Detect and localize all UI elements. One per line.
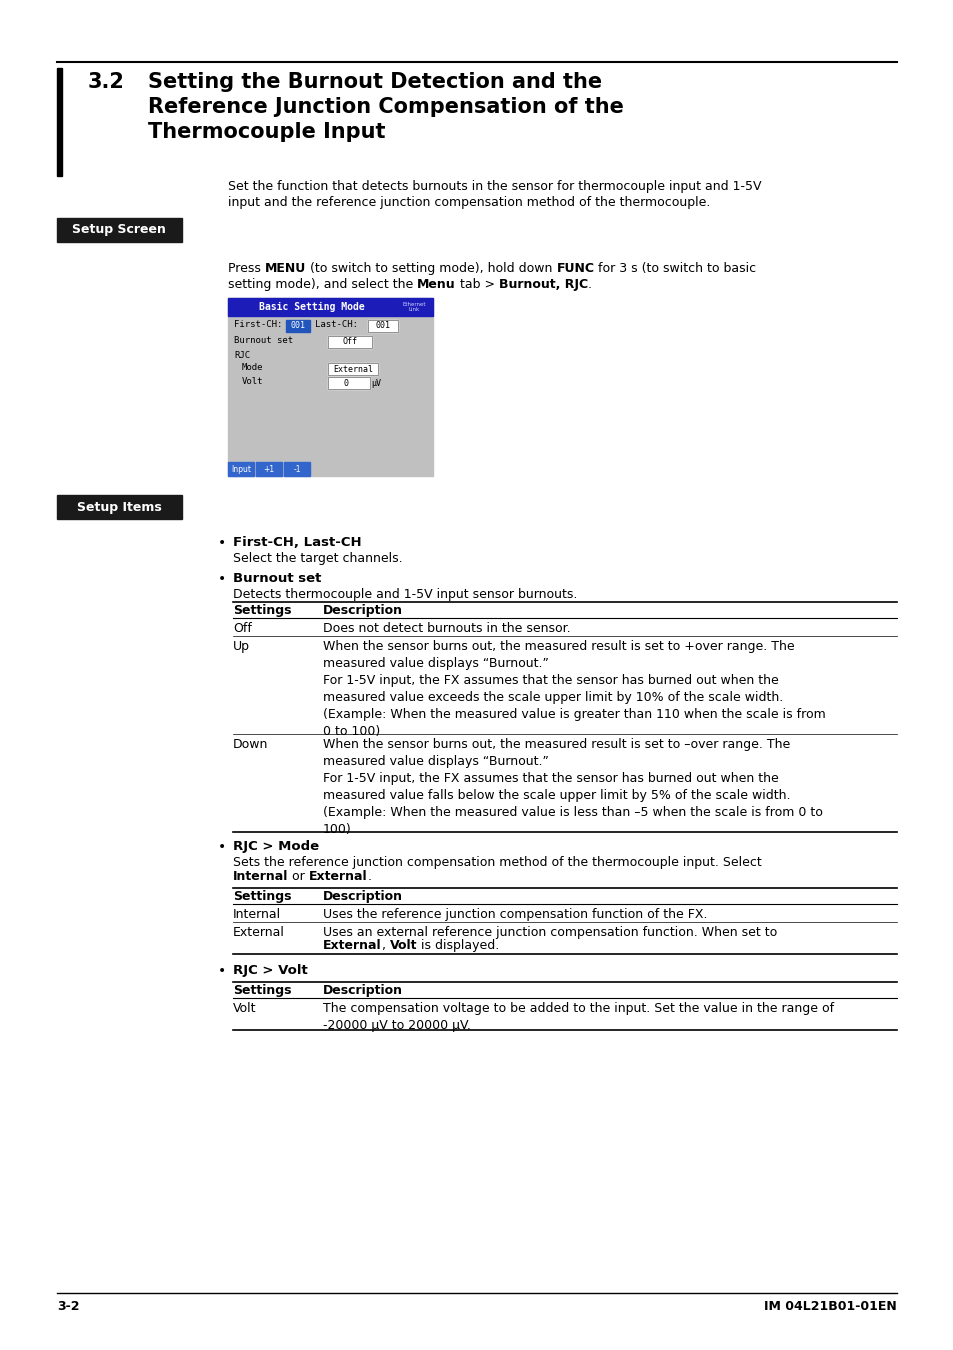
Text: Settings: Settings (233, 603, 292, 617)
Text: -1: -1 (293, 464, 300, 474)
Text: Internal: Internal (233, 909, 281, 921)
Text: 3.2: 3.2 (88, 72, 125, 92)
Text: 3-2: 3-2 (57, 1300, 79, 1314)
Text: RJC > Mode: RJC > Mode (233, 840, 319, 853)
Text: Description: Description (323, 603, 402, 617)
Text: Reference Junction Compensation of the: Reference Junction Compensation of the (148, 97, 623, 117)
Bar (328, 336, 372, 348)
Text: Setup Screen: Setup Screen (72, 224, 166, 236)
Text: When the sensor burns out, the measured result is set to –over range. The
measur: When the sensor burns out, the measured … (323, 738, 822, 836)
Text: RJC: RJC (233, 351, 250, 360)
Text: Description: Description (323, 984, 402, 998)
Text: First-CH, Last-CH: First-CH, Last-CH (233, 536, 361, 549)
Text: Sets the reference junction compensation method of the thermocouple input. Selec: Sets the reference junction compensation… (233, 856, 760, 869)
Text: •: • (218, 572, 226, 586)
Bar (57, 68, 62, 176)
Text: External: External (323, 940, 381, 952)
Text: Mode: Mode (242, 363, 263, 373)
Bar (328, 363, 377, 375)
Bar (328, 336, 372, 348)
Text: Uses an external reference junction compensation function. When set to: Uses an external reference junction comp… (323, 926, 777, 940)
Text: Off: Off (233, 622, 252, 634)
Bar (368, 320, 397, 332)
Text: +1: +1 (263, 464, 274, 474)
Text: .: . (587, 278, 592, 292)
Bar (57, 495, 182, 518)
Bar (328, 377, 370, 389)
Text: μV: μV (371, 378, 380, 387)
Text: setting mode), and select the: setting mode), and select the (228, 278, 416, 292)
Bar (228, 298, 433, 477)
Bar (328, 363, 377, 375)
Text: tab >: tab > (456, 278, 498, 292)
Text: Up: Up (233, 640, 250, 653)
Bar (57, 217, 182, 242)
Text: Volt: Volt (233, 1002, 256, 1015)
Text: 001: 001 (291, 321, 305, 331)
Text: Settings: Settings (233, 890, 292, 903)
Bar (368, 320, 397, 332)
Text: External: External (233, 926, 285, 940)
Bar (328, 377, 370, 389)
Text: Input: Input (231, 464, 251, 474)
Text: Last-CH:: Last-CH: (314, 320, 357, 329)
Text: MENU: MENU (265, 262, 306, 275)
Text: Detects thermocouple and 1-5V input sensor burnouts.: Detects thermocouple and 1-5V input sens… (233, 589, 577, 601)
Text: 0: 0 (343, 378, 348, 387)
Text: Uses the reference junction compensation function of the FX.: Uses the reference junction compensation… (323, 909, 707, 921)
Text: Description: Description (323, 890, 402, 903)
Text: Setup Items: Setup Items (76, 501, 161, 513)
Text: Set the function that detects burnouts in the sensor for thermocouple input and : Set the function that detects burnouts i… (228, 180, 760, 193)
Bar (228, 462, 253, 477)
Text: Ethernet
Link: Ethernet Link (402, 301, 425, 312)
Text: Off: Off (342, 338, 357, 347)
Text: External: External (309, 869, 367, 883)
Text: Press: Press (228, 262, 265, 275)
Text: Internal: Internal (233, 869, 288, 883)
Text: FUNC: FUNC (556, 262, 594, 275)
Bar (255, 462, 282, 477)
Bar (395, 298, 433, 316)
Text: ,: , (381, 940, 389, 952)
Text: (to switch to setting mode), hold down: (to switch to setting mode), hold down (306, 262, 556, 275)
Text: Thermocouple Input: Thermocouple Input (148, 122, 385, 142)
Text: input and the reference junction compensation method of the thermocouple.: input and the reference junction compens… (228, 196, 710, 209)
Text: Down: Down (233, 738, 268, 751)
Text: Settings: Settings (233, 984, 292, 998)
Text: 001: 001 (375, 321, 390, 331)
Text: Volt: Volt (242, 377, 263, 386)
Text: .: . (367, 869, 372, 883)
Text: •: • (218, 964, 226, 977)
Text: Burnout, RJC: Burnout, RJC (498, 278, 587, 292)
Text: Setting the Burnout Detection and the: Setting the Burnout Detection and the (148, 72, 601, 92)
Text: •: • (218, 840, 226, 855)
Text: Burnout set: Burnout set (233, 336, 293, 346)
Text: Burnout set: Burnout set (233, 572, 321, 585)
Bar (284, 462, 310, 477)
Text: IM 04L21B01-01EN: IM 04L21B01-01EN (763, 1300, 896, 1314)
Text: •: • (218, 536, 226, 549)
Text: RJC > Volt: RJC > Volt (233, 964, 308, 977)
Text: First-CH:: First-CH: (233, 320, 282, 329)
Bar (286, 320, 310, 332)
Text: The compensation voltage to be added to the input. Set the value in the range of: The compensation voltage to be added to … (323, 1002, 833, 1031)
Text: or: or (288, 869, 309, 883)
Text: is displayed.: is displayed. (416, 940, 498, 952)
Bar (228, 298, 395, 316)
Text: External: External (333, 364, 373, 374)
Text: Menu: Menu (416, 278, 456, 292)
Text: Does not detect burnouts in the sensor.: Does not detect burnouts in the sensor. (323, 622, 570, 634)
Text: for 3 s (to switch to basic: for 3 s (to switch to basic (594, 262, 756, 275)
Text: When the sensor burns out, the measured result is set to +over range. The
measur: When the sensor burns out, the measured … (323, 640, 825, 738)
Text: Basic Setting Mode: Basic Setting Mode (258, 302, 364, 312)
Text: Select the target channels.: Select the target channels. (233, 552, 402, 566)
Text: Volt: Volt (389, 940, 416, 952)
